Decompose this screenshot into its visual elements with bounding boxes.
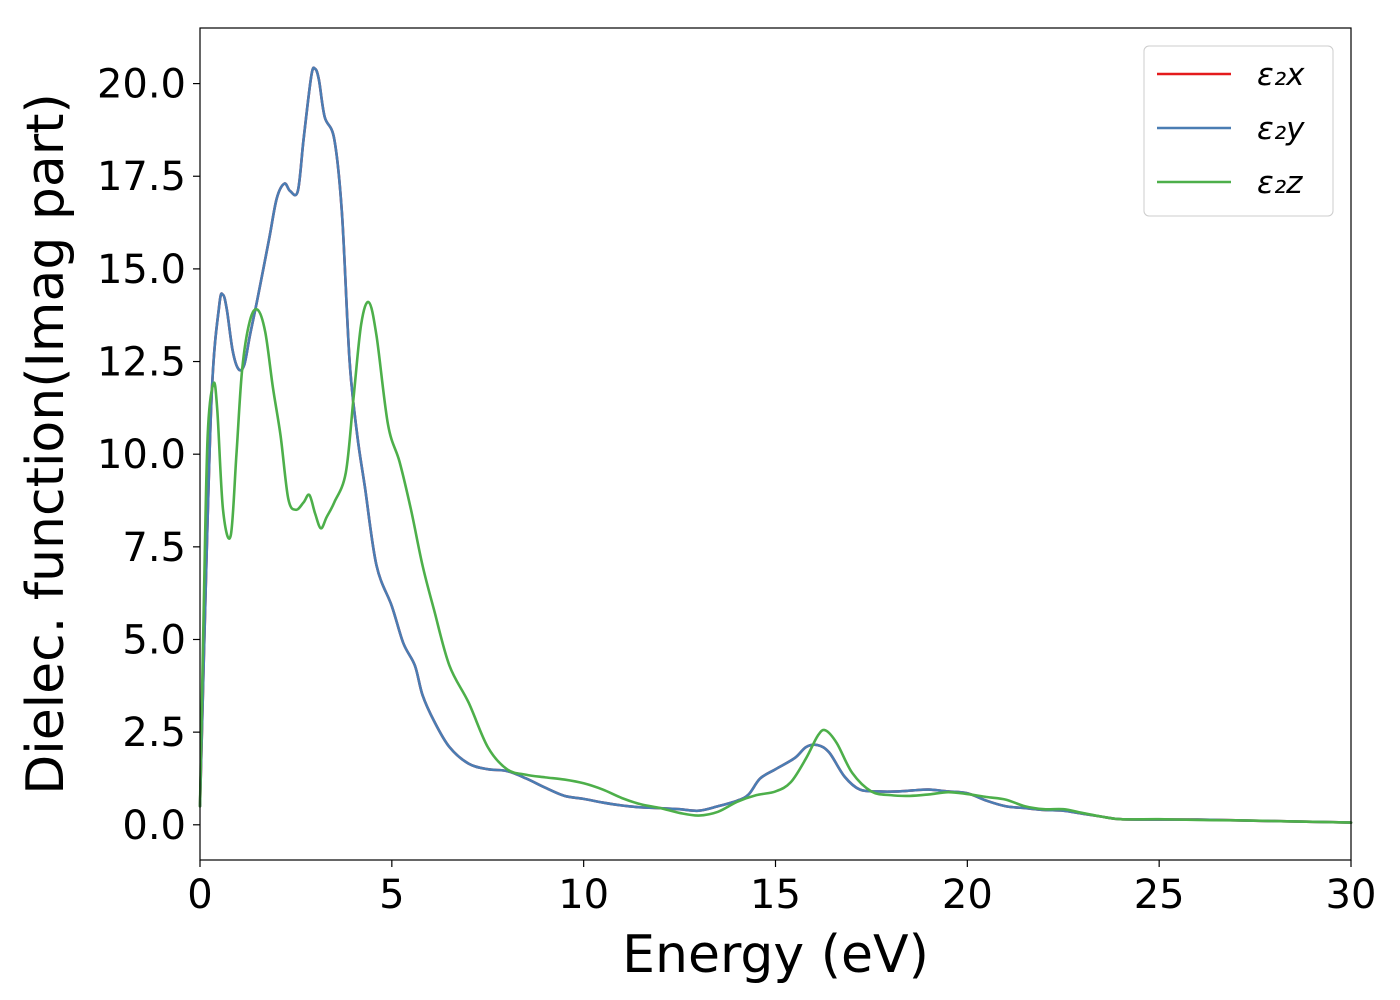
x-tick-label: 0	[187, 872, 212, 918]
series-line-3	[198, 300, 1353, 824]
y-tick-label: 17.5	[97, 154, 186, 200]
legend: ε₂x ε₂y ε₂z	[1143, 45, 1334, 217]
x-axis-label: Energy (eV)	[622, 925, 929, 985]
legend-box	[1143, 45, 1334, 217]
y-tick-label: 7.5	[122, 525, 186, 571]
series-layer	[198, 66, 1353, 824]
x-axis-ticks: 0 5 10 15 20 25 30	[187, 860, 1376, 918]
y-tick-label: 20.0	[97, 62, 186, 108]
y-tick-label: 15.0	[97, 247, 186, 293]
legend-label-2: ε₂y	[1257, 111, 1305, 147]
y-tick-label: 2.5	[122, 710, 186, 756]
series-line-2	[198, 66, 1353, 824]
x-tick-label: 30	[1326, 872, 1377, 918]
x-tick-label: 25	[1134, 872, 1185, 918]
y-axis-label: Dielec. function(Imag part)	[16, 93, 76, 795]
x-tick-label: 10	[558, 872, 609, 918]
legend-label-3: ε₂z	[1257, 165, 1303, 201]
y-tick-label: 5.0	[122, 617, 186, 663]
y-axis-ticks: 0.0 2.5 5.0 7.5 10.0 12.5 15.0 17.5 20.0	[97, 62, 200, 849]
legend-label-1: ε₂x	[1257, 57, 1305, 93]
x-tick-label: 20	[942, 872, 993, 918]
x-tick-label: 15	[750, 872, 801, 918]
y-tick-label: 0.0	[122, 803, 186, 849]
y-tick-label: 10.0	[97, 432, 186, 478]
y-tick-label: 12.5	[97, 340, 186, 386]
x-tick-label: 5	[379, 872, 404, 918]
